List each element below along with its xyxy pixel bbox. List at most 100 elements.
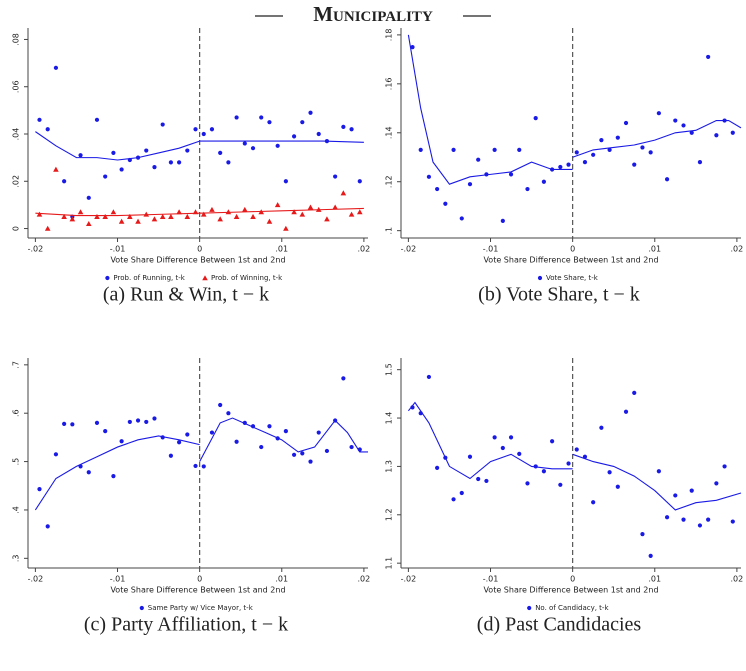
legend-label: Same Party w/ Vice Mayor, t-k — [148, 604, 254, 612]
point — [623, 120, 629, 126]
point — [332, 204, 338, 210]
point — [127, 419, 132, 425]
point — [714, 133, 719, 138]
y-tick-label: .6 — [12, 409, 21, 417]
x-tick-label: .01 — [648, 575, 661, 584]
y-tick-label: .18 — [385, 29, 394, 42]
point — [201, 464, 206, 469]
point — [558, 482, 563, 487]
point — [225, 209, 232, 215]
point — [62, 179, 67, 184]
fit-line — [407, 34, 573, 185]
point — [451, 147, 456, 153]
point — [193, 127, 198, 132]
point — [525, 186, 530, 192]
point — [615, 135, 620, 140]
point — [484, 478, 489, 484]
point — [308, 110, 313, 115]
point — [283, 225, 289, 231]
y-tick-label: .4 — [12, 506, 21, 514]
point — [168, 160, 173, 165]
y-tick-label: .06 — [12, 80, 21, 93]
point — [525, 481, 530, 486]
x-tick-label: .02 — [358, 575, 371, 584]
legend-label: Prob. of Running, t-k — [113, 274, 185, 282]
point — [77, 209, 84, 215]
point — [648, 553, 653, 559]
point — [357, 179, 362, 184]
x-tick-label: .02 — [731, 575, 744, 584]
point — [242, 206, 248, 212]
point — [307, 204, 314, 210]
point — [664, 515, 670, 520]
point — [356, 209, 363, 215]
point — [53, 452, 59, 457]
point — [233, 213, 240, 219]
point — [78, 153, 83, 158]
point — [492, 147, 497, 153]
point — [151, 216, 158, 222]
legend-label: Prob. of Winning, t-k — [211, 274, 283, 282]
point — [435, 186, 440, 192]
point — [467, 182, 473, 187]
point — [640, 532, 645, 537]
point — [86, 195, 91, 200]
point — [226, 160, 231, 165]
x-tick-label: -.01 — [483, 575, 499, 584]
point — [418, 147, 423, 153]
point — [69, 216, 76, 222]
point — [349, 127, 354, 132]
point — [135, 418, 141, 423]
point — [324, 216, 330, 222]
y-tick-label: .7 — [12, 361, 21, 369]
x-tick-label: .01 — [275, 245, 288, 254]
x-tick-label: .01 — [648, 245, 661, 254]
point — [53, 166, 59, 172]
fit-line — [407, 401, 573, 480]
point — [730, 519, 735, 524]
point — [217, 216, 223, 222]
x-tick-label: -.01 — [110, 245, 126, 254]
point — [607, 470, 612, 475]
panel: 1.1 1.2 1.3 1.4 1.5 -.02 -.01 0 .01 .02 Vote Share… — [385, 358, 744, 636]
point — [37, 117, 42, 122]
point — [566, 162, 571, 167]
x-tick-label: 0 — [197, 245, 202, 254]
y-tick-label: 1.3 — [385, 460, 394, 473]
y-tick-label: 1.4 — [385, 412, 394, 425]
point — [574, 150, 579, 155]
point — [250, 213, 256, 219]
point — [209, 430, 215, 435]
y-tick-label: .3 — [12, 555, 21, 563]
point — [135, 218, 141, 224]
legend-label: No. of Candidacy, t-k — [535, 604, 609, 612]
point — [143, 211, 150, 217]
point — [201, 131, 206, 137]
point — [591, 152, 596, 157]
x-tick-label: -.01 — [483, 245, 499, 254]
point — [550, 439, 555, 444]
x-tick-label: .02 — [358, 245, 371, 254]
legend-marker — [527, 605, 532, 611]
point — [299, 211, 306, 217]
point — [94, 213, 100, 219]
x-tick-label: 0 — [197, 575, 202, 584]
point — [218, 150, 223, 156]
y-tick-label: .02 — [12, 175, 21, 188]
point — [451, 497, 456, 502]
point — [144, 419, 149, 425]
point — [308, 459, 313, 464]
x-tick-label: -.02 — [401, 245, 417, 254]
point — [656, 469, 661, 474]
point — [209, 206, 215, 212]
point — [274, 202, 281, 208]
point — [110, 209, 117, 215]
point — [574, 447, 579, 452]
point — [648, 150, 653, 155]
point — [291, 452, 297, 457]
caption: (b) Vote Share, t − k — [478, 284, 640, 306]
x-axis-label: Vote Share Difference Between 1st and 2n… — [110, 256, 285, 265]
x-tick-label: .01 — [275, 575, 288, 584]
point — [476, 476, 481, 482]
point — [86, 470, 91, 475]
